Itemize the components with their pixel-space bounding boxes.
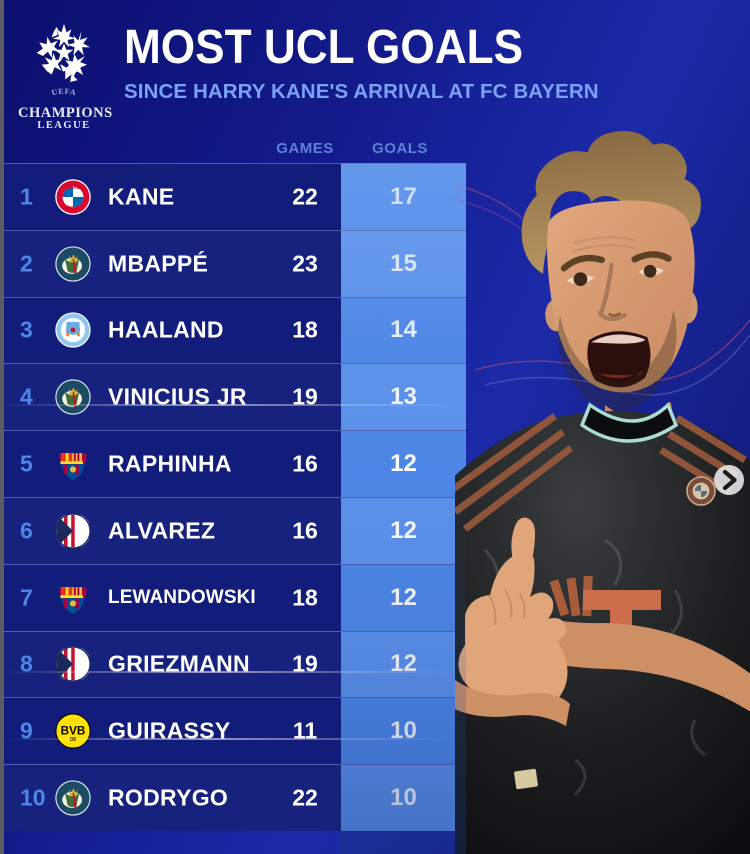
svg-text:FC BAYERN: FC BAYERN [60,185,86,190]
svg-text:MÜNCHEN: MÜNCHEN [63,205,83,210]
svg-text:UEFA: UEFA [51,88,77,97]
svg-text:BVB: BVB [61,725,86,738]
